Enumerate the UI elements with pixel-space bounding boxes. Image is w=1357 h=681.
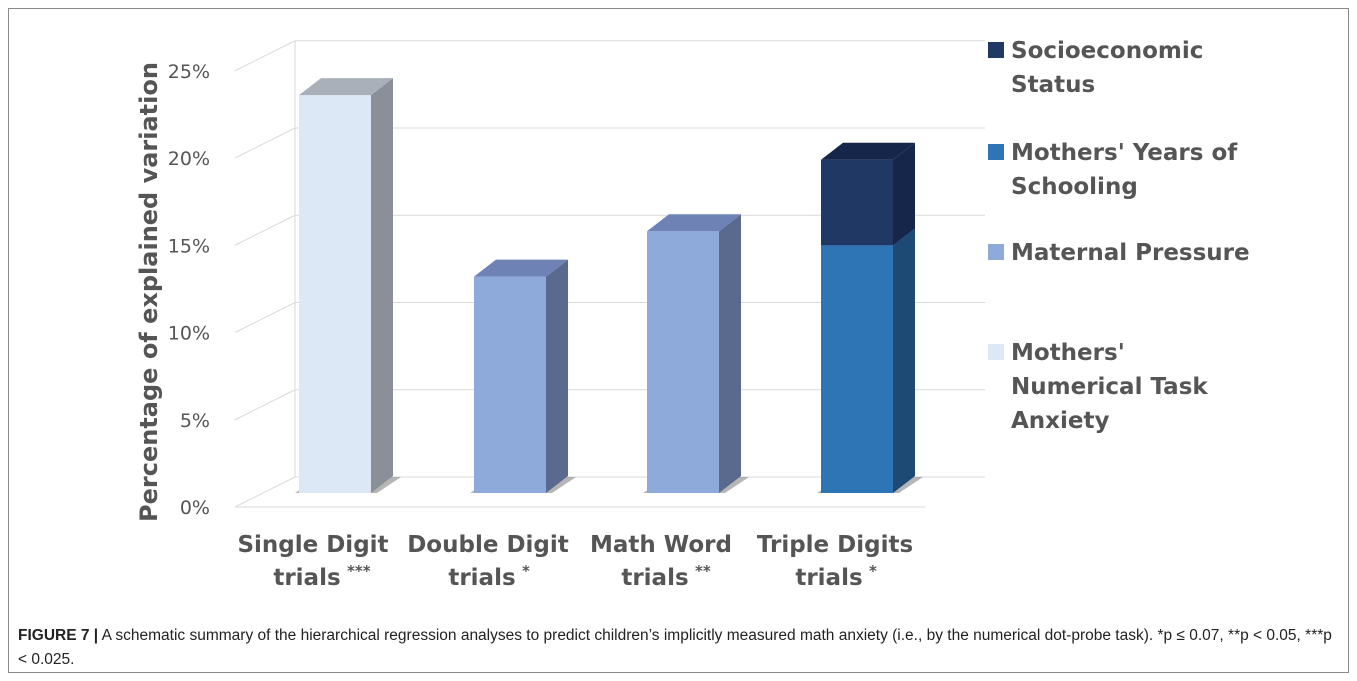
y-tick-label: 0% <box>180 497 210 519</box>
legend-swatch <box>988 344 1004 360</box>
legend-swatch <box>988 144 1004 160</box>
bar-top <box>474 259 568 277</box>
legend-label: Numerical Task <box>1011 374 1208 400</box>
x-tick-label: Double Digit <box>407 532 569 558</box>
x-tick-label: Single Digit <box>237 532 388 558</box>
gridline-side <box>234 389 296 421</box>
figure-caption: FIGURE 7 | A schematic summary of the hi… <box>18 624 1338 672</box>
bar-top <box>647 214 741 232</box>
gridline-side <box>234 214 296 246</box>
bar-side <box>371 78 393 493</box>
bar <box>821 159 893 246</box>
bar-side <box>893 228 915 493</box>
y-axis-label: Percentage of explained variation <box>135 62 163 522</box>
bar <box>299 95 371 493</box>
x-tick-label: trials <box>621 565 688 591</box>
gridline-side <box>234 302 296 333</box>
legend-label: Status <box>1011 72 1095 98</box>
legend-label: Maternal Pressure <box>1011 240 1250 266</box>
x-tick-label: trials <box>795 565 862 591</box>
legend-label: Mothers' <box>1011 340 1125 366</box>
x-tick-label: Triple Digits <box>757 532 913 558</box>
legend-label: Mothers' Years of <box>1011 140 1238 166</box>
significance-marker: ** <box>695 562 711 580</box>
bar <box>821 245 893 493</box>
y-tick-label: 15% <box>168 235 210 257</box>
y-tick-label: 20% <box>168 148 210 170</box>
gridline-side <box>234 127 296 159</box>
bar-top <box>299 78 393 96</box>
y-tick-label: 5% <box>180 410 210 432</box>
legend-label: Anxiety <box>1011 408 1109 434</box>
significance-marker: * <box>869 562 877 580</box>
figure-label: FIGURE 7 | <box>18 627 99 644</box>
y-tick-label: 25% <box>168 61 210 83</box>
gridline-side <box>234 476 296 508</box>
x-tick-label: trials <box>273 565 340 591</box>
legend-label: Schooling <box>1011 174 1138 200</box>
figure-frame <box>8 8 1349 673</box>
bar-side <box>893 142 915 246</box>
caption-text: A schematic summary of the hierarchical … <box>18 627 1332 668</box>
y-tick-label: 10% <box>168 323 210 345</box>
x-tick-label: trials <box>448 565 515 591</box>
legend-label: Socioeconomic <box>1011 38 1203 64</box>
bar <box>474 276 546 493</box>
significance-marker: * <box>522 562 530 580</box>
significance-marker: *** <box>347 562 371 580</box>
bar-side <box>546 259 568 493</box>
bar <box>647 231 719 493</box>
legend-swatch <box>988 42 1004 58</box>
x-tick-label: Math Word <box>590 532 732 558</box>
bar-top <box>821 142 915 160</box>
legend-swatch <box>988 244 1004 260</box>
bar-side <box>719 214 741 493</box>
gridline-side <box>234 40 296 72</box>
